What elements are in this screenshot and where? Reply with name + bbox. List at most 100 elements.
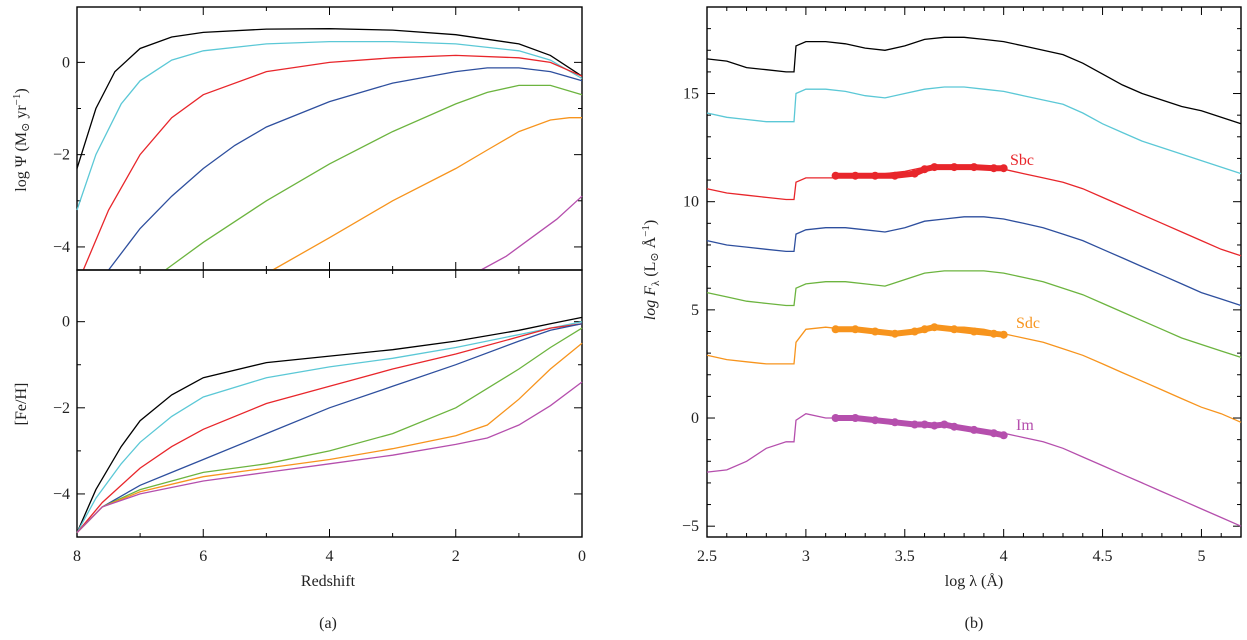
observed-point <box>970 163 978 172</box>
observed-point <box>831 325 840 334</box>
sfr-series-2 <box>82 54 583 271</box>
label-im: Im <box>1016 417 1034 434</box>
x-tick-label: 6 <box>199 548 207 565</box>
observed-point <box>831 171 840 180</box>
metallicity-series-0 <box>76 316 583 533</box>
panel-a-bottom: 8 6 4 2 0 0 −2 −4 [Fe/H] Redshift (a) <box>13 7 586 632</box>
observed-band <box>832 415 1007 439</box>
sed-series-1 <box>706 86 1242 175</box>
panel-a-top-ylabel: log Ψ (M⊙ yr−1) <box>11 88 32 191</box>
y-tick-label: −2 <box>53 147 70 164</box>
observed-band <box>832 164 1007 179</box>
metallicity-series-2 <box>76 323 583 534</box>
sfr-series-3 <box>108 67 583 271</box>
observed-point <box>989 429 998 438</box>
panel-b-caption: (b) <box>965 615 984 632</box>
x-tick-label: 5 <box>1197 548 1205 565</box>
observed-point <box>930 323 939 332</box>
x-tick-label: 4.5 <box>1093 548 1113 565</box>
y-tick-label: −5 <box>682 518 699 535</box>
panel-a-bottom-ylabel: [Fe/H] <box>13 383 30 426</box>
y-tick-label: 0 <box>62 314 70 331</box>
x-tick-label: 4 <box>1000 548 1008 565</box>
observed-point <box>999 431 1008 440</box>
y-tick-label: −2 <box>53 400 70 417</box>
observed-point <box>910 327 919 336</box>
observed-point <box>890 329 899 338</box>
panel-a-top-series <box>76 28 583 271</box>
sed-series-3 <box>706 216 1242 307</box>
observed-point <box>871 171 880 180</box>
observed-point <box>970 425 978 434</box>
y-tick-label: 10 <box>683 194 699 211</box>
sfr-series-0 <box>76 28 583 169</box>
panel-b-xlabel: log λ (Å) <box>945 572 1003 590</box>
sed-series-5 <box>706 326 1242 423</box>
x-tick-label: 8 <box>73 548 81 565</box>
y-tick-label: 15 <box>683 86 699 103</box>
observed-point <box>831 414 840 422</box>
x-tick-label: 3.5 <box>895 548 915 565</box>
panel-b-frame <box>706 6 1242 538</box>
x-tick-label: 0 <box>578 548 586 565</box>
observed-point <box>910 420 919 429</box>
observed-point <box>851 414 860 422</box>
sfr-series-4 <box>165 84 583 271</box>
metallicity-series-1 <box>76 321 583 534</box>
x-tick-label: 4 <box>326 548 334 565</box>
panel-a-bottom-series <box>76 316 583 534</box>
observed-point <box>999 330 1008 339</box>
label-sbc: Sbc <box>1010 152 1034 169</box>
panel-b-observed <box>831 163 1008 440</box>
panel-a-bottom-frame <box>76 269 583 538</box>
observed-point <box>950 325 959 334</box>
panel-b-series <box>706 36 1242 527</box>
sed-series-0 <box>706 36 1242 125</box>
panel-a-caption: (a) <box>319 615 337 632</box>
metallicity-series-3 <box>76 323 583 534</box>
observed-point <box>871 327 880 336</box>
sfr-series-5 <box>272 117 582 271</box>
observed-point <box>920 165 929 174</box>
panel-b-ylabel: log Fλ (L⊙ Å−1) <box>640 220 662 321</box>
observed-point <box>920 420 929 429</box>
observed-point <box>910 169 919 178</box>
observed-point <box>950 163 959 172</box>
observed-point <box>970 327 978 336</box>
metallicity-series-5 <box>76 342 583 534</box>
y-tick-label: 5 <box>691 302 699 319</box>
metallicity-series-6 <box>76 381 583 534</box>
y-tick-label: −4 <box>53 486 70 503</box>
observed-point <box>890 171 899 180</box>
sfr-series-6 <box>480 195 583 271</box>
y-tick-label: 0 <box>62 54 70 71</box>
sed-series-2 <box>706 166 1242 257</box>
observed-point <box>930 163 939 172</box>
x-tick-label: 2 <box>452 548 460 565</box>
sfr-series-1 <box>76 40 583 211</box>
observed-point <box>920 325 929 334</box>
y-tick-label: 0 <box>691 410 699 427</box>
panel-a-top: 0 −2 −4 log Ψ (M⊙ yr−1) <box>11 6 583 271</box>
observed-point <box>890 418 899 427</box>
observed-point <box>999 164 1008 173</box>
panel-a-top-ticks: 0 −2 −4 <box>53 7 583 270</box>
observed-point <box>989 329 998 338</box>
sed-series-4 <box>706 270 1242 359</box>
observed-point <box>930 421 939 430</box>
y-tick-label: −4 <box>53 239 70 256</box>
observed-point <box>851 171 860 180</box>
observed-point <box>940 420 949 429</box>
panel-a-bottom-ticks: 8 6 4 2 0 0 −2 −4 <box>53 7 586 565</box>
label-sdc: Sdc <box>1016 315 1040 332</box>
x-tick-label: 2.5 <box>697 548 717 565</box>
x-tick-label: 3 <box>802 548 810 565</box>
observed-point <box>950 422 959 431</box>
panel-a-xlabel: Redshift <box>301 573 356 590</box>
panel-b-ticks: 2.5 3 3.5 4 4.5 5 15 10 5 0 −5 <box>682 7 1242 565</box>
observed-point <box>851 325 860 334</box>
panel-b: 2.5 3 3.5 4 4.5 5 15 10 5 0 −5 log Fλ (L⊙ Å−1) log… <box>640 6 1242 632</box>
observed-point <box>989 164 998 173</box>
metallicity-series-4 <box>76 327 583 534</box>
